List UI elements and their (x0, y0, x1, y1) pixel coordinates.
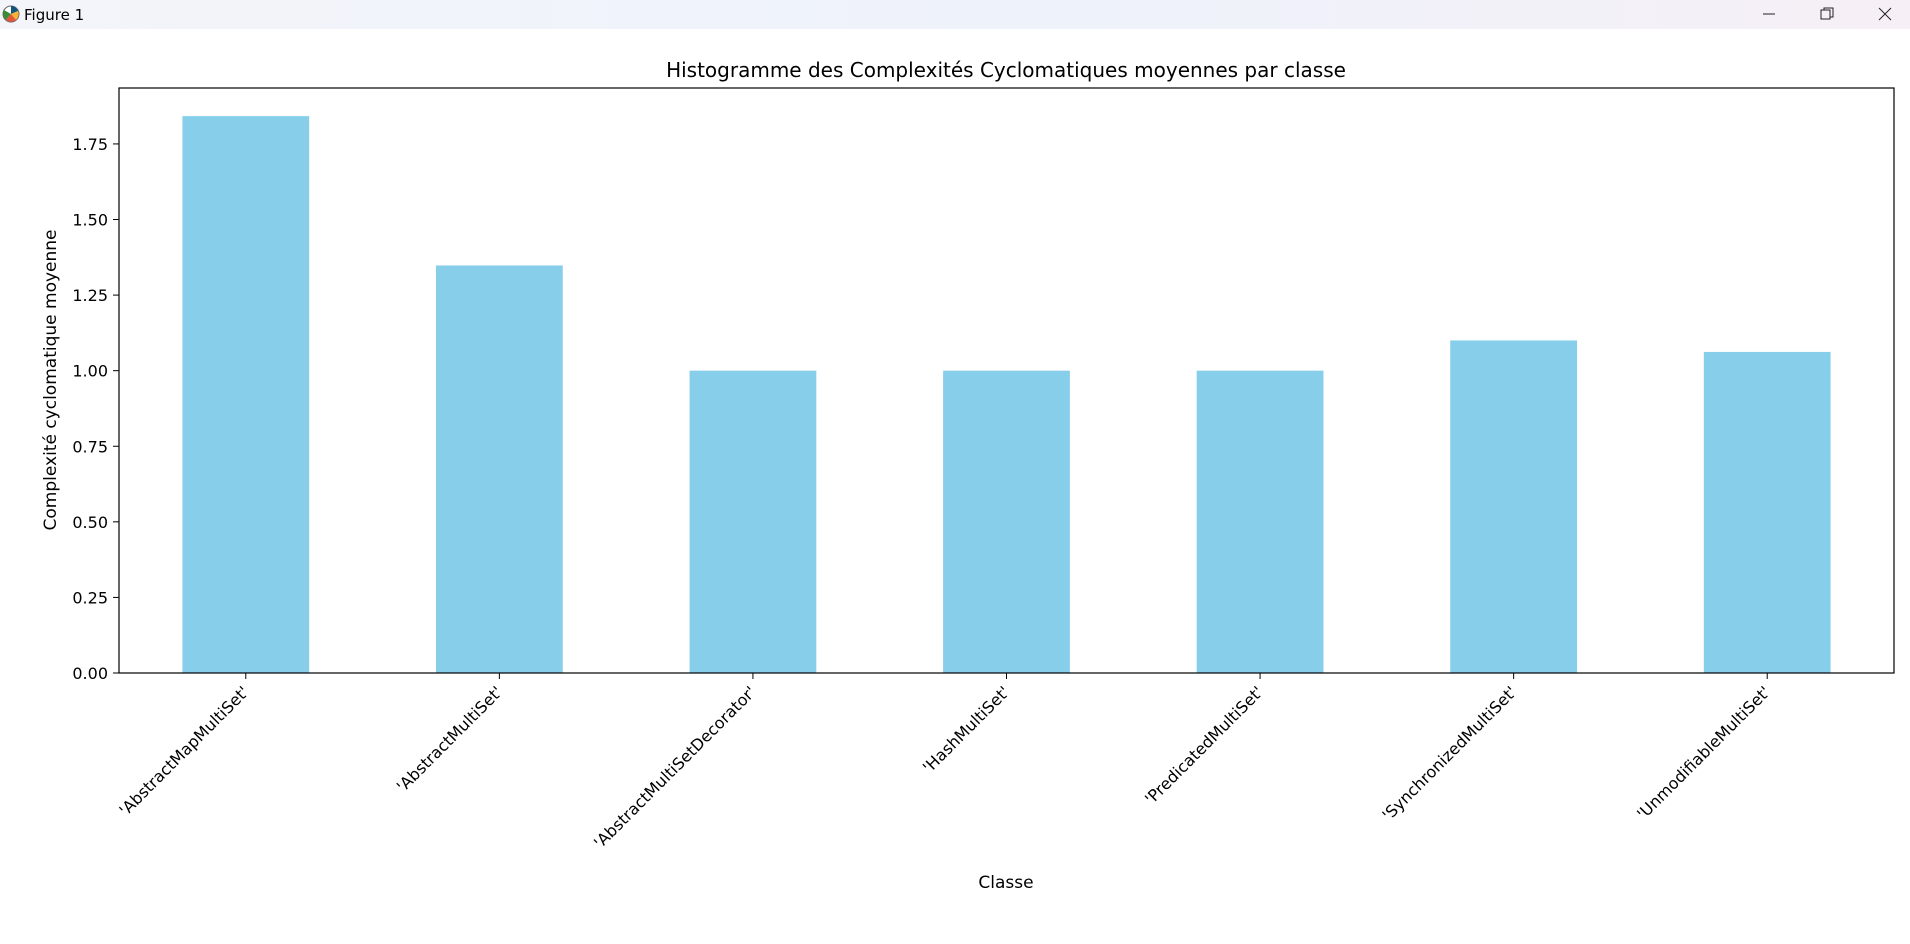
x-axis: 'AbstractMapMultiSet' 'AbstractMultiSet' '… (115, 673, 1774, 852)
chart-title: Histogramme des Complexités Cyclomatique… (666, 58, 1346, 82)
bar (943, 370, 1070, 673)
y-tick-label: 1.25 (72, 286, 108, 305)
minimize-button[interactable] (1740, 0, 1798, 29)
y-axis: 0.00 0.25 0.50 0.75 1.00 1.25 1.50 1.75 (72, 135, 119, 683)
window-titlebar: Figure 1 (0, 0, 1910, 29)
y-tick-label: 0.00 (72, 664, 108, 683)
bar-chart: 0.00 0.25 0.50 0.75 1.00 1.25 1.50 1.75 'Abstra… (41, 58, 1895, 893)
bar (1196, 370, 1324, 673)
bars-group (182, 116, 1831, 674)
close-button[interactable] (1856, 0, 1910, 29)
y-tick-label: 1.75 (72, 135, 108, 154)
matplotlib-figure-icon (2, 5, 20, 23)
x-tick-label: 'SynchronizedMultiSet' (1378, 682, 1520, 824)
close-icon (1878, 7, 1892, 21)
x-tick-label: 'PredicatedMultiSet' (1141, 682, 1267, 808)
x-tick-label: 'AbstractMultiSet' (393, 682, 506, 795)
y-axis-label: Complexité cyclomatique moyenne (41, 230, 61, 531)
restore-button[interactable] (1798, 0, 1856, 29)
bar (1450, 340, 1578, 673)
bar (182, 116, 310, 674)
bar (1703, 351, 1831, 673)
y-tick-label: 1.50 (72, 211, 108, 230)
bar (435, 265, 563, 673)
restore-icon (1820, 7, 1834, 20)
x-tick-label: 'HashMultiSet' (919, 682, 1013, 776)
y-tick-label: 0.75 (72, 437, 108, 456)
window-title: Figure 1 (24, 6, 85, 24)
x-axis-label: Classe (978, 873, 1033, 893)
minimize-icon (1763, 13, 1775, 15)
x-tick-label: 'AbstractMultiSetDecorator' (590, 682, 760, 852)
y-tick-label: 0.50 (72, 513, 108, 532)
x-tick-label: 'UnmodifiableMultiSet' (1633, 682, 1774, 823)
y-tick-label: 1.00 (72, 362, 108, 381)
y-tick-label: 0.25 (72, 588, 108, 607)
bar (689, 370, 817, 673)
x-tick-label: 'AbstractMapMultiSet' (115, 682, 252, 819)
